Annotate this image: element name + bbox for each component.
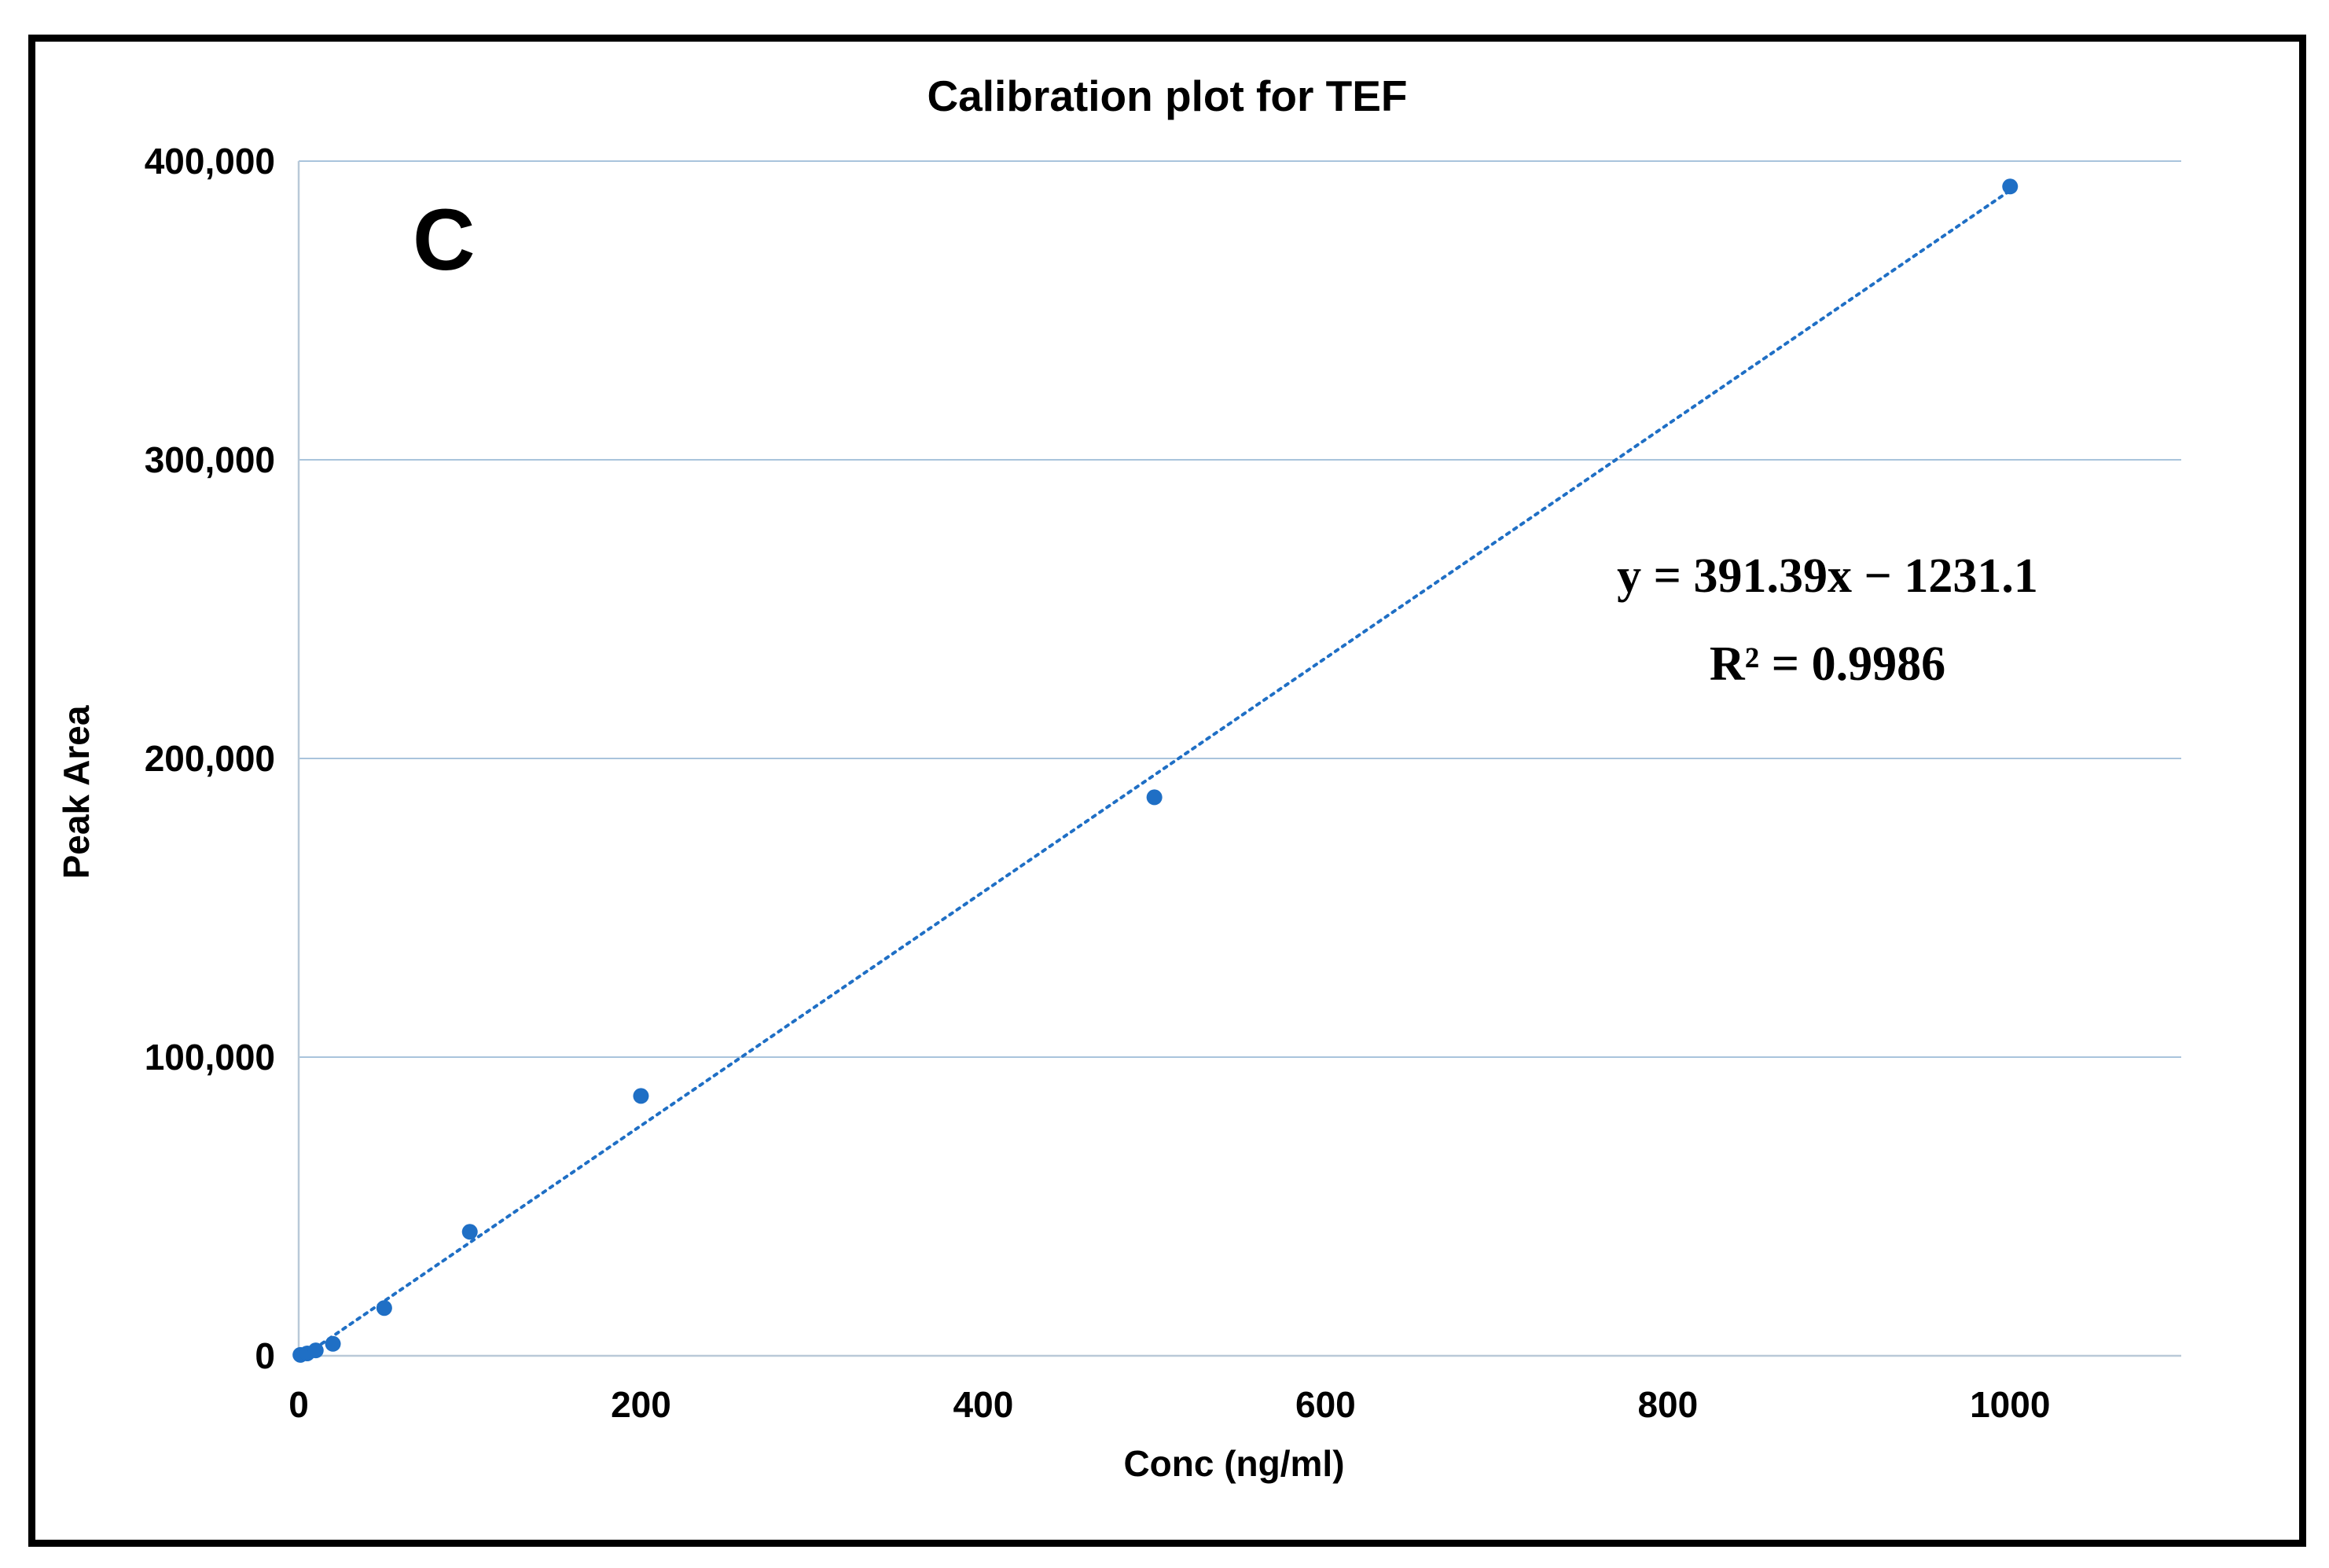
data-points <box>292 178 2019 1363</box>
trendline <box>305 189 2012 1356</box>
y-tick-label: 300,000 <box>145 439 275 480</box>
y-axis-label: Peak Area <box>56 705 97 879</box>
panel-label: C <box>413 192 475 288</box>
x-axis-label: Conc (ng/ml) <box>1123 1443 1344 1484</box>
x-tick-label: 200 <box>611 1384 671 1425</box>
x-tick-label: 800 <box>1637 1384 1698 1425</box>
r-squared-value: R² = 0.9986 <box>1710 637 1945 691</box>
axes <box>297 161 2181 1357</box>
data-point <box>461 1224 478 1240</box>
trendline-layer <box>305 189 2012 1356</box>
x-tick-label: 400 <box>953 1384 1014 1425</box>
x-tick-label: 600 <box>1295 1384 1356 1425</box>
data-point <box>1146 789 1163 806</box>
chart-frame: 0 100,000 200,000 300,000 400,000 0 200 400 600 8… <box>28 35 2306 1547</box>
data-point <box>325 1335 341 1352</box>
y-tick-label: 100,000 <box>145 1037 275 1078</box>
calibration-chart: 0 100,000 200,000 300,000 400,000 0 200 400 600 8… <box>56 72 2181 1484</box>
gridlines <box>299 160 2181 1058</box>
trendline-equation: y = 391.39x − 1231.1 <box>1617 549 2038 603</box>
data-point <box>307 1342 324 1359</box>
chart-title: Calibration plot for TEF <box>927 72 1407 120</box>
y-tick-label: 200,000 <box>145 738 275 779</box>
y-tick-label: 400,000 <box>145 141 275 182</box>
x-tick-label: 1000 <box>1970 1384 2050 1425</box>
data-point <box>633 1088 649 1104</box>
data-point <box>2002 178 2019 195</box>
x-tick-label: 0 <box>288 1384 309 1425</box>
data-point <box>376 1300 392 1316</box>
tick-labels: 0 100,000 200,000 300,000 400,000 0 200 400 600 8… <box>145 141 2051 1425</box>
y-tick-label: 0 <box>255 1335 275 1376</box>
